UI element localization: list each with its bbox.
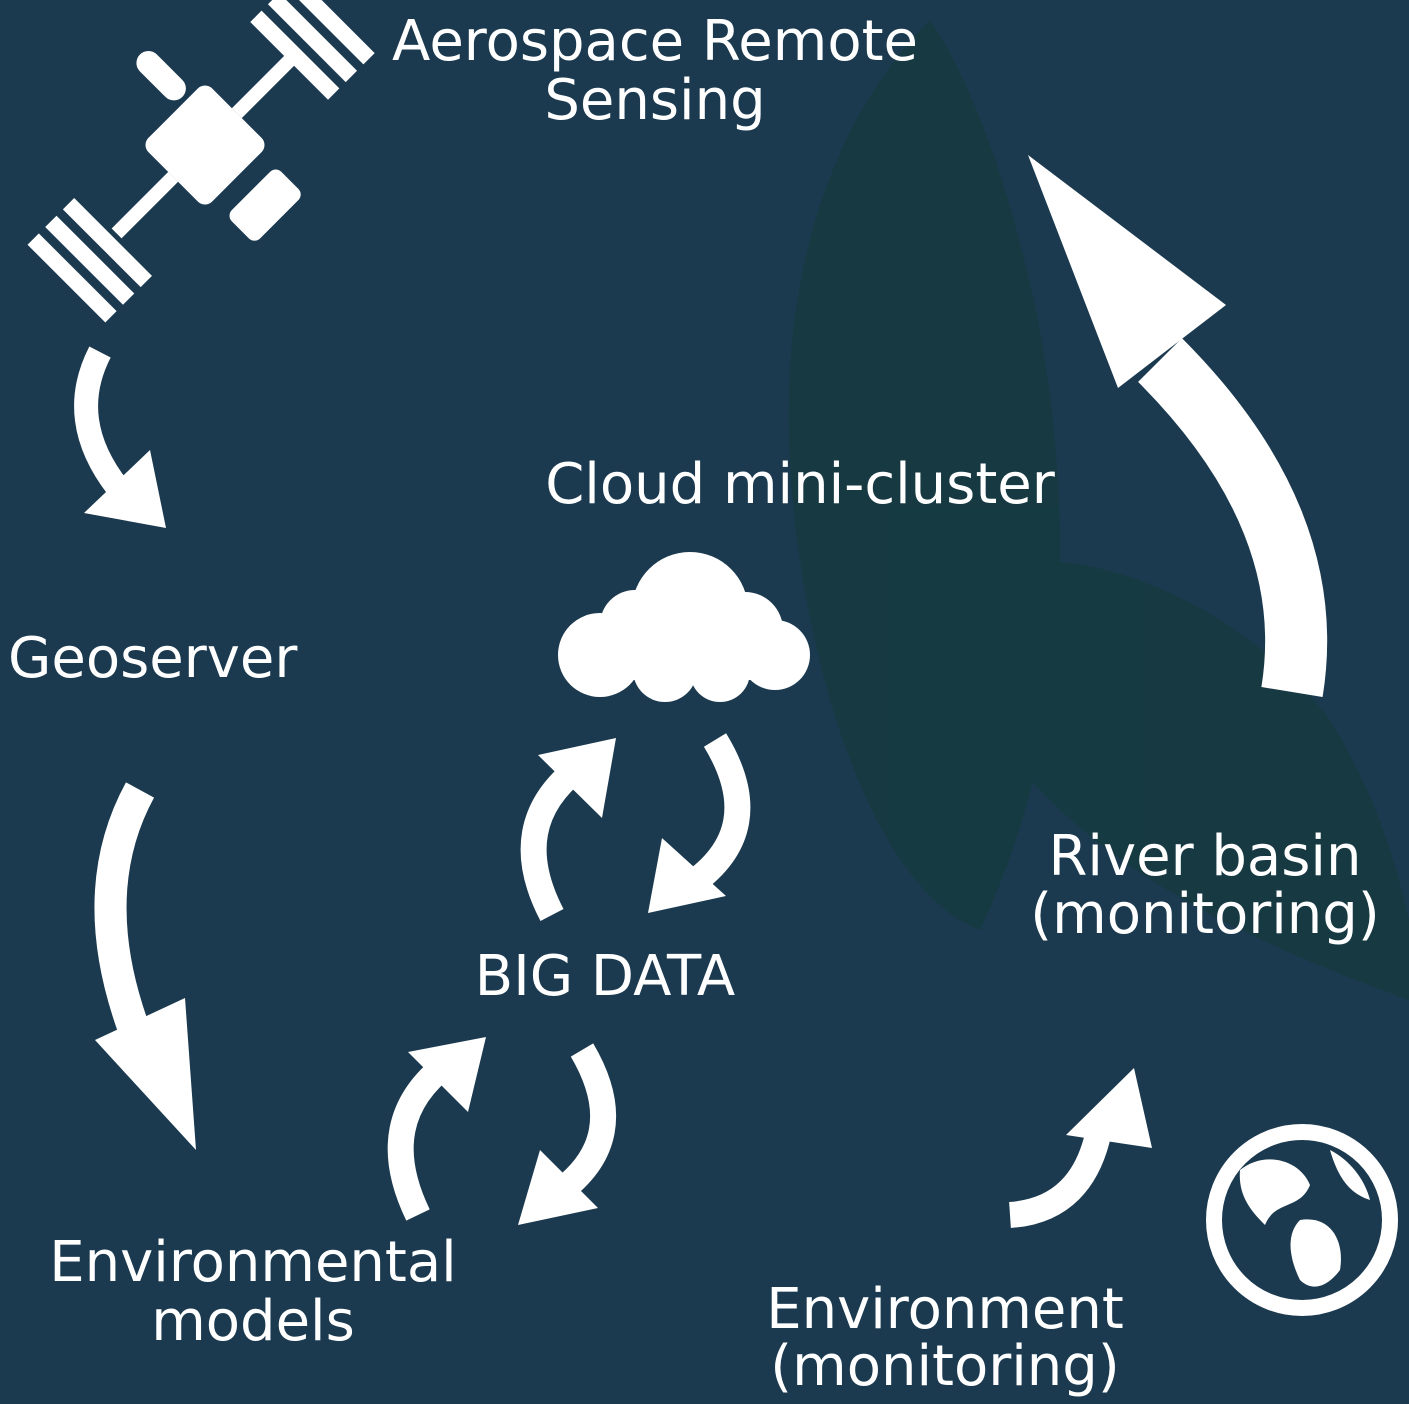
node-label: Cloud mini-cluster (545, 452, 1056, 517)
node-label: Environment (766, 1277, 1124, 1342)
node-label: Sensing (544, 68, 765, 133)
diagram: Aerospace Remote Sensing Cloud mini-clus… (0, 0, 1409, 1404)
node-label: models (151, 1289, 355, 1354)
node-label: (monitoring) (1030, 882, 1379, 947)
node-label: Aerospace Remote (392, 9, 918, 74)
node-label: Environmental (49, 1230, 456, 1295)
node-label: BIG DATA (475, 944, 735, 1009)
node-label: River basin (1049, 824, 1362, 889)
node-label: Geoserver (8, 626, 298, 691)
node-label: (monitoring) (770, 1334, 1119, 1399)
